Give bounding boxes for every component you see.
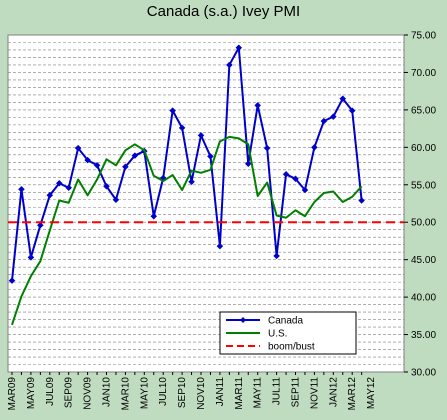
x-tick-label: MAR09 <box>7 377 18 411</box>
x-tick-label: JUL11 <box>272 377 283 406</box>
series-canada-point <box>282 170 290 178</box>
y-tick-label: 50.00 <box>411 218 436 229</box>
series-canada-point <box>207 152 214 160</box>
series-canada-point <box>74 144 82 152</box>
legend-label-u-s: U.S. <box>268 329 287 340</box>
x-tick-label: NOV09 <box>83 377 94 410</box>
series-canada-point <box>348 107 356 114</box>
x-tick-label: NOV11 <box>309 377 320 409</box>
series-canada-point <box>358 197 366 204</box>
x-tick-label: SEP11 <box>291 377 302 408</box>
series-canada-point <box>103 182 110 190</box>
series-canada-point <box>65 184 73 192</box>
series-canada-point <box>301 186 309 194</box>
series-canada-point <box>112 196 120 204</box>
y-tick-label: 40.00 <box>411 293 436 304</box>
series-canada-point <box>122 163 129 171</box>
legend-label-boom-bust: boom/bust <box>268 342 315 353</box>
series-canada-point <box>329 113 337 120</box>
y-tick-label: 30.00 <box>411 368 436 379</box>
series-canada-point <box>254 102 262 109</box>
series-canada-point <box>292 175 299 183</box>
y-tick-label: 70.00 <box>411 68 436 79</box>
series-canada-point <box>150 212 158 220</box>
series-canada-point <box>169 107 177 114</box>
series-canada-point <box>311 143 318 151</box>
series-canada-point <box>225 61 233 69</box>
series-canada-point <box>46 191 54 199</box>
x-tick-label: MAR10 <box>120 377 131 411</box>
x-tick-label: JUL10 <box>158 377 169 406</box>
series-canada-point <box>131 152 139 159</box>
series-canada-point <box>263 144 271 152</box>
x-tick-label: SEP09 <box>64 377 75 409</box>
x-tick-label: MAY12 <box>366 377 377 409</box>
x-tick-label: MAR11 <box>234 377 245 410</box>
series-canada-point <box>235 44 243 52</box>
x-tick-label: JAN11 <box>215 377 226 407</box>
x-tick-label: JAN12 <box>328 377 339 407</box>
x-tick-label: NOV10 <box>196 377 207 410</box>
series-canada-line <box>11 46 363 281</box>
series-canada-point <box>8 277 16 284</box>
legend: Canada U.S. boom/bust <box>219 311 357 355</box>
series-canada-point <box>27 254 35 261</box>
x-tick-label: MAR12 <box>347 377 358 411</box>
series-canada-point <box>244 160 252 168</box>
series-u-s-line <box>11 135 363 326</box>
y-tick-label: 75.00 <box>411 31 436 42</box>
y-tick-label: 65.00 <box>411 105 436 116</box>
y-tick-label: 45.00 <box>411 255 436 266</box>
legend-marker-canada <box>240 317 246 323</box>
x-tick-label: JUL09 <box>45 377 56 406</box>
series-canada-point <box>18 185 25 193</box>
series-canada-point <box>93 161 101 169</box>
x-tick-label: MAY10 <box>139 377 150 409</box>
x-tick-label: MAY11 <box>253 377 264 409</box>
chart-title: Canada (s.a.) Ivey PMI <box>146 3 301 20</box>
x-tick-label: MAY09 <box>26 377 37 409</box>
series-canada-point <box>84 156 91 164</box>
series-canada-point <box>188 178 195 186</box>
legend-label-canada: Canada <box>268 316 303 327</box>
series-canada-point <box>216 242 224 250</box>
series-canada-point <box>55 179 63 187</box>
series-canada-point <box>197 131 205 139</box>
y-tick-label: 55.00 <box>411 180 436 191</box>
series-canada-point <box>339 95 347 103</box>
series-canada-point <box>36 221 44 229</box>
series-canada-point <box>178 124 186 132</box>
x-tick-label: JAN10 <box>102 377 113 407</box>
series-canada-point <box>273 252 280 260</box>
y-tick-label: 35.00 <box>411 330 436 341</box>
x-tick-label: SEP10 <box>177 377 188 409</box>
series-canada-point <box>320 117 328 125</box>
y-tick-label: 60.00 <box>411 143 436 154</box>
